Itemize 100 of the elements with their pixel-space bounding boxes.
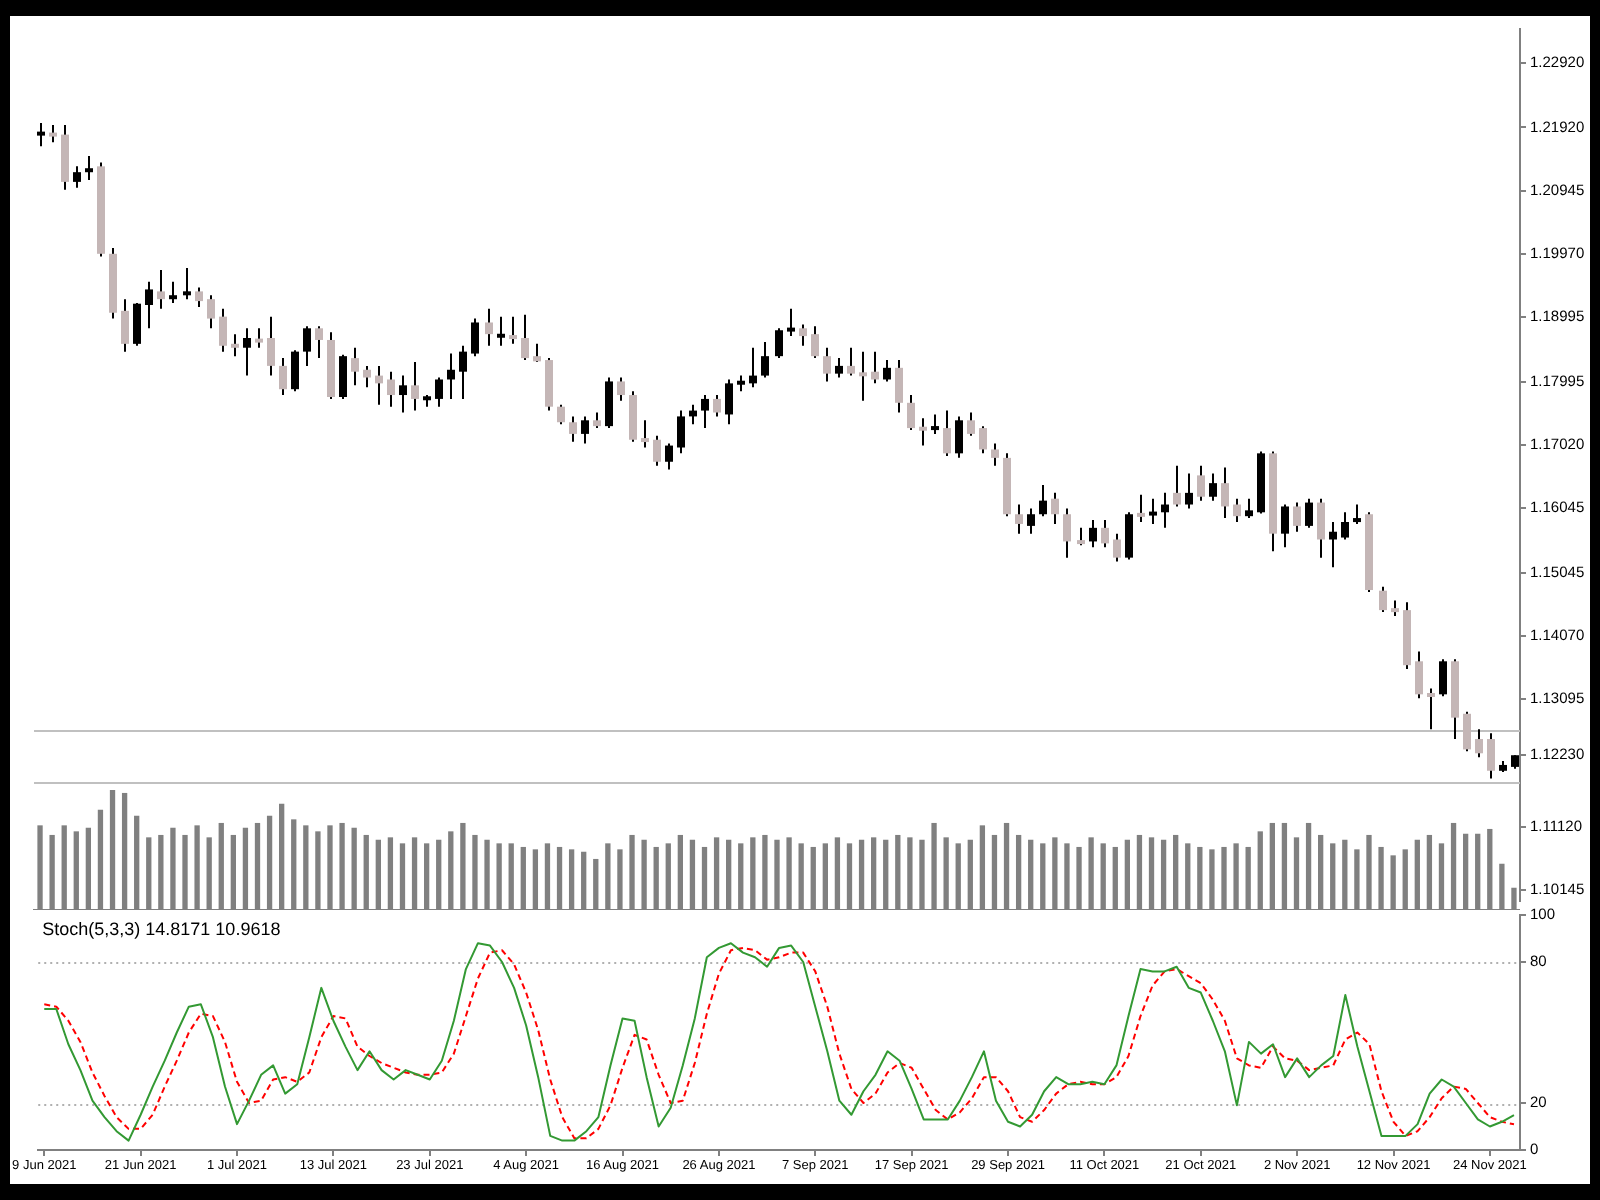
candlestick: [713, 394, 721, 418]
candlestick: [255, 327, 263, 349]
candlestick: [291, 349, 299, 393]
candlestick: [1353, 503, 1361, 525]
candlestick: [399, 374, 407, 414]
candlestick: [1101, 519, 1109, 549]
candlestick: [943, 409, 951, 457]
candlestick: [485, 307, 493, 347]
candlestick: [1317, 497, 1325, 559]
candlestick: [1051, 491, 1059, 525]
candlestick: [847, 346, 855, 377]
candlestick: [1281, 503, 1289, 549]
candlestick: [725, 378, 733, 426]
candlestick: [1125, 511, 1133, 561]
candlestick: [1245, 497, 1253, 520]
candlestick: [617, 376, 625, 402]
candlestick: [267, 315, 275, 377]
candlestick: [1149, 497, 1157, 525]
chart-title: Stoch(5,3,3) 14.8171 10.9618: [42, 918, 281, 939]
candlestick: [375, 364, 383, 406]
candlestick: [569, 415, 577, 443]
candlestick: [121, 298, 129, 353]
candlestick: [1173, 464, 1181, 508]
candlestick: [1063, 507, 1071, 559]
candlestick: [1209, 472, 1217, 502]
candlestick: [351, 346, 359, 387]
candlestick: [775, 327, 783, 360]
candlestick: [859, 350, 867, 402]
candlestick: [653, 434, 661, 467]
candlestick: [387, 370, 395, 408]
candlestick: [991, 442, 999, 467]
candlestick: [1293, 501, 1301, 533]
candlestick: [545, 357, 553, 412]
candlestick: [749, 346, 757, 389]
candlestick: [629, 390, 637, 443]
candlestick: [1221, 466, 1229, 520]
candlestick: [1113, 532, 1121, 563]
candlestick: [521, 313, 529, 362]
candlestick: [133, 302, 141, 347]
candlestick: [1305, 497, 1313, 529]
candlestick: [557, 403, 565, 426]
candlestick: [787, 307, 795, 338]
candlestick: [243, 327, 251, 377]
candlestick: [883, 359, 891, 383]
candlestick: [761, 340, 769, 379]
candlestick: [1027, 507, 1035, 535]
candlestick: [1137, 493, 1145, 524]
candlestick: [509, 315, 517, 345]
candlestick: [169, 280, 177, 305]
candlestick: [459, 344, 467, 400]
candlestick: [641, 419, 649, 449]
candlestick: [447, 352, 455, 400]
candlestick: [701, 394, 709, 430]
candlestick: [145, 280, 153, 330]
candlestick: [85, 154, 93, 181]
candlestick: [1039, 484, 1047, 518]
candlestick: [183, 267, 191, 301]
candlestick: [1161, 491, 1169, 529]
candlestick: [195, 286, 203, 308]
candlestick: [207, 294, 215, 330]
candlestick: [363, 364, 371, 389]
candlestick: [677, 409, 685, 455]
candlestick: [871, 350, 879, 385]
candlestick: [799, 323, 807, 347]
candlestick: [1233, 497, 1241, 524]
candlestick: [1415, 650, 1423, 700]
candlestick: [1185, 472, 1193, 510]
candlestick: [1089, 519, 1097, 549]
candlestick: [1341, 511, 1349, 541]
candlestick: [1015, 503, 1023, 535]
candlestick: [303, 325, 311, 367]
candlestick: [835, 357, 843, 379]
candlestick: [411, 360, 419, 412]
candlestick: [73, 165, 81, 189]
candlestick: [895, 359, 903, 414]
candlestick: [1329, 521, 1337, 569]
candlestick: [979, 425, 987, 455]
candlestick: [435, 376, 443, 408]
candlestick: [279, 357, 287, 397]
candlestick: [823, 346, 831, 383]
candlestick: [665, 442, 673, 471]
candlestick: [1379, 585, 1387, 614]
candlestick: [811, 325, 819, 360]
candlestick: [157, 269, 165, 310]
candlestick: [471, 317, 479, 358]
candlestick: [61, 123, 69, 191]
candlestick: [339, 353, 347, 400]
candlestick: [907, 394, 915, 432]
candlestick: [581, 415, 589, 445]
candlestick: [605, 376, 613, 430]
candlestick: [231, 333, 239, 358]
candlestick: [219, 307, 227, 353]
candlestick: [497, 315, 505, 347]
candlestick: [967, 411, 975, 437]
candlestick: [919, 417, 927, 447]
candlestick: [37, 121, 45, 148]
candlestick: [1197, 464, 1205, 502]
candlestick: [315, 325, 323, 360]
candlestick: [533, 342, 541, 363]
candlestick: [1439, 658, 1447, 698]
